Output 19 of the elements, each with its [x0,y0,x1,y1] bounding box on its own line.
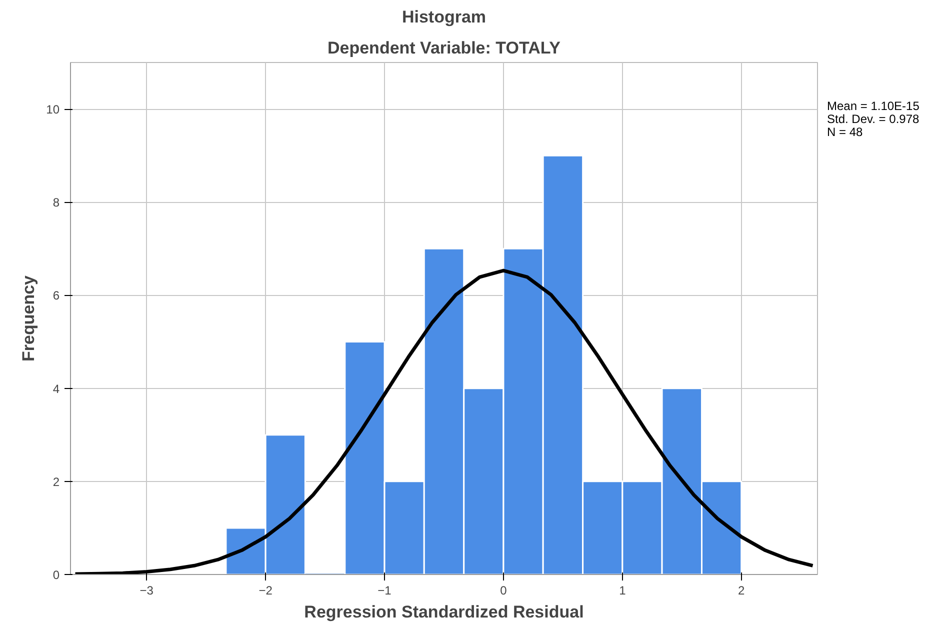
y-tick-label: 2 [52,474,60,489]
chart-title: Histogram [402,8,486,26]
text: Std. Dev. = 0.978 [827,112,920,126]
x-tick-label: 2 [738,584,746,598]
x-axis-title: Regression Standardized Residual [304,602,584,622]
y-tick-label: 10 [46,102,60,117]
y-axis-title: Frequency [19,274,38,362]
x-tick-label: −2 [258,584,273,598]
x-tick-label: 1 [619,584,626,598]
x-tick-label: −1 [378,584,392,598]
y-tick-label: 0 [52,568,60,582]
x-tick-label: −3 [140,584,154,598]
text: N = 48 [827,125,863,139]
y-tick-label: 4 [52,382,60,396]
chart-subtitle: Dependent Variable: TOTALY [327,38,562,58]
y-tick-label: 6 [52,288,60,303]
text: Mean = 1.10E-15 [827,99,920,113]
x-tick-label: 0 [500,584,508,598]
y-tick-label: 8 [52,196,60,210]
